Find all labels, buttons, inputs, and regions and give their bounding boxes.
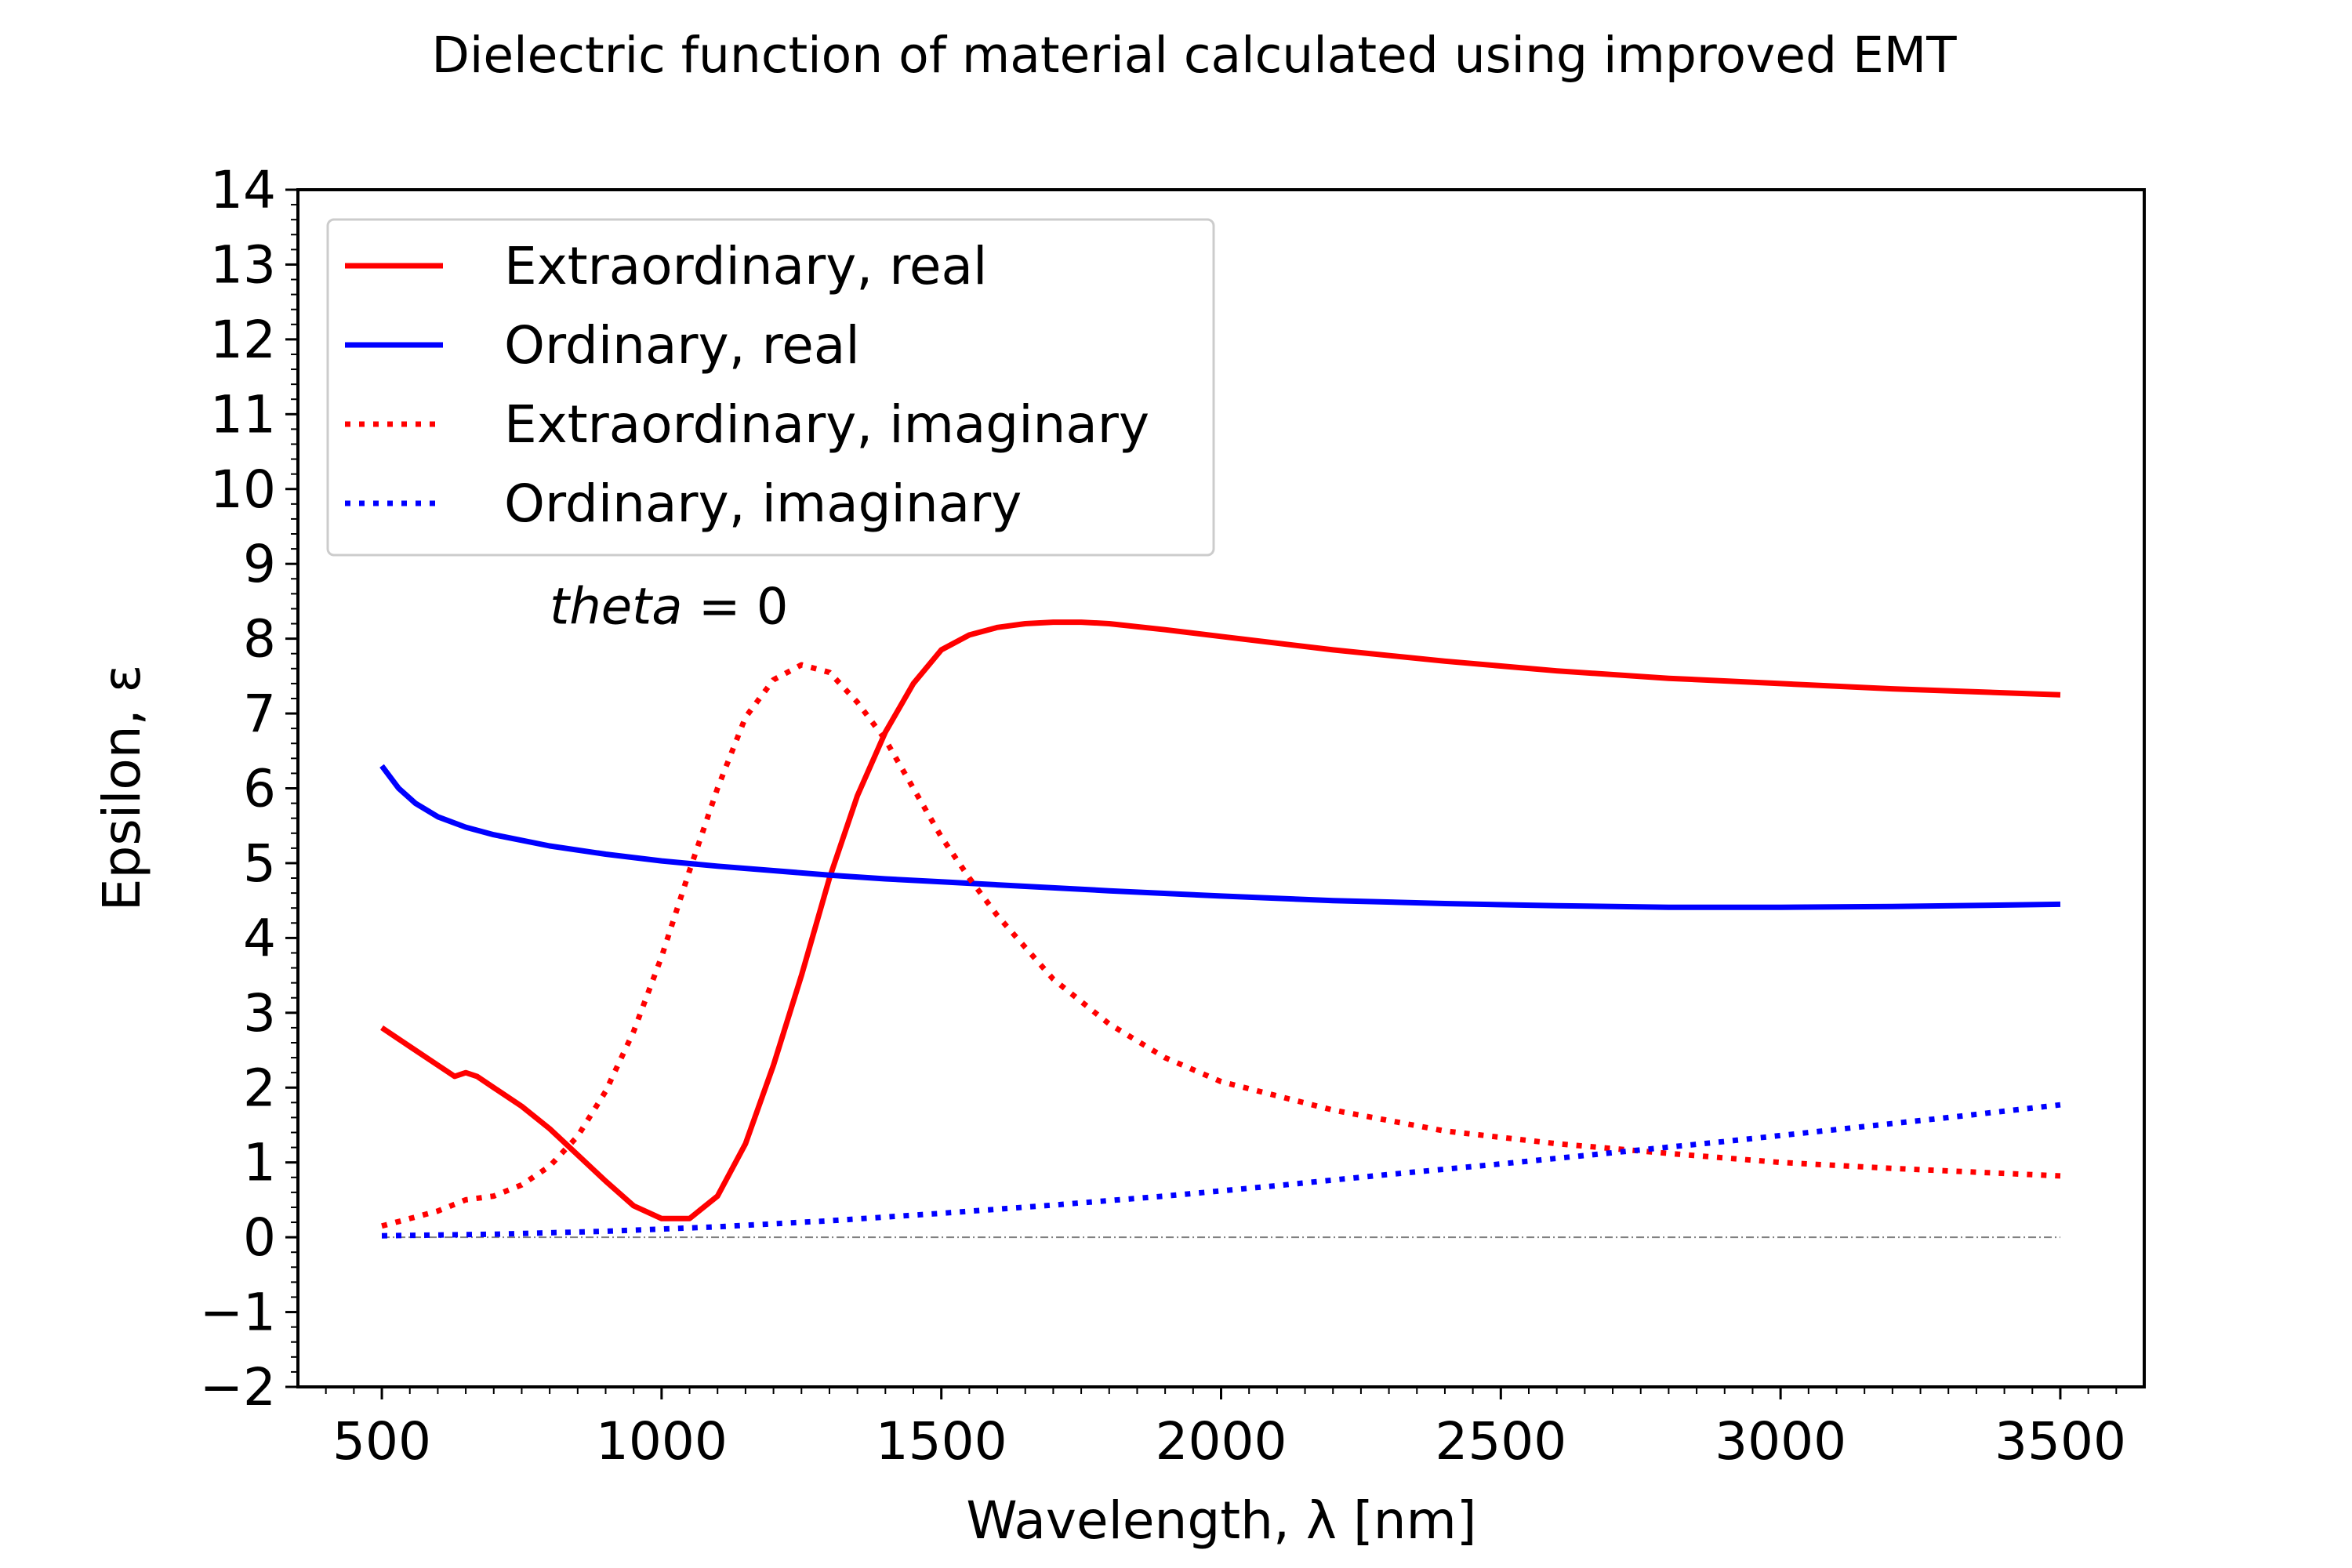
- legend-label-2: Extraordinary, imaginary: [504, 394, 1149, 455]
- annotation-variable: theta: [550, 579, 682, 637]
- y-tick-label: 9: [243, 534, 276, 594]
- x-tick-label: 3000: [1715, 1411, 1846, 1472]
- y-tick-label: 1: [243, 1133, 276, 1193]
- annotation-value: = 0: [682, 579, 788, 637]
- series-line-3: [381, 1102, 2061, 1239]
- y-tick-label: −1: [200, 1283, 276, 1343]
- y-tick-label: 7: [243, 684, 276, 744]
- y-tick-label: 8: [243, 609, 276, 670]
- y-tick-label: 4: [243, 908, 276, 968]
- x-tick-label: 3500: [1994, 1411, 2126, 1472]
- y-tick-label: 3: [243, 983, 276, 1044]
- x-tick-label: 500: [332, 1411, 431, 1472]
- y-tick-label: 6: [243, 759, 276, 819]
- series-line-0: [380, 619, 2061, 1221]
- y-tick-label: −2: [200, 1357, 276, 1417]
- chart-title: Dielectric function of material calculat…: [431, 27, 1957, 84]
- plot-frame: [296, 188, 2146, 1388]
- y-tick-label: 11: [210, 384, 276, 445]
- x-axis-label: Wavelength, λ [nm]: [966, 1490, 1476, 1551]
- y-tick-label: 10: [210, 459, 276, 520]
- legend: Extraordinary, real Ordinary, real Extraor…: [326, 218, 1215, 557]
- y-axis-label: Epsilon, ε: [92, 665, 152, 912]
- plot-area: [379, 619, 2061, 1239]
- x-tick-label: 1000: [596, 1411, 728, 1472]
- y-tick-label: 13: [210, 234, 276, 295]
- y-tick-label: 12: [210, 310, 276, 370]
- x-axis: 500 1000 1500 2000 2500 3000 3500: [325, 1387, 2126, 1472]
- theta-annotation: theta = 0: [550, 579, 788, 637]
- y-tick-label: 2: [243, 1058, 276, 1118]
- x-tick-label: 2500: [1435, 1411, 1566, 1472]
- y-tick-label: 14: [210, 160, 276, 220]
- legend-label-3: Ordinary, imaginary: [504, 474, 1022, 534]
- legend-box: [326, 218, 1215, 557]
- series-line-1: [379, 764, 2061, 910]
- legend-label-1: Ordinary, real: [504, 315, 860, 376]
- legend-label-0: Extraordinary, real: [504, 236, 987, 296]
- y-tick-label: 0: [243, 1207, 276, 1268]
- y-tick-label: 5: [243, 833, 276, 894]
- x-tick-label: 1500: [876, 1411, 1007, 1472]
- series-line-2: [381, 662, 2061, 1229]
- x-tick-label: 2000: [1156, 1411, 1287, 1472]
